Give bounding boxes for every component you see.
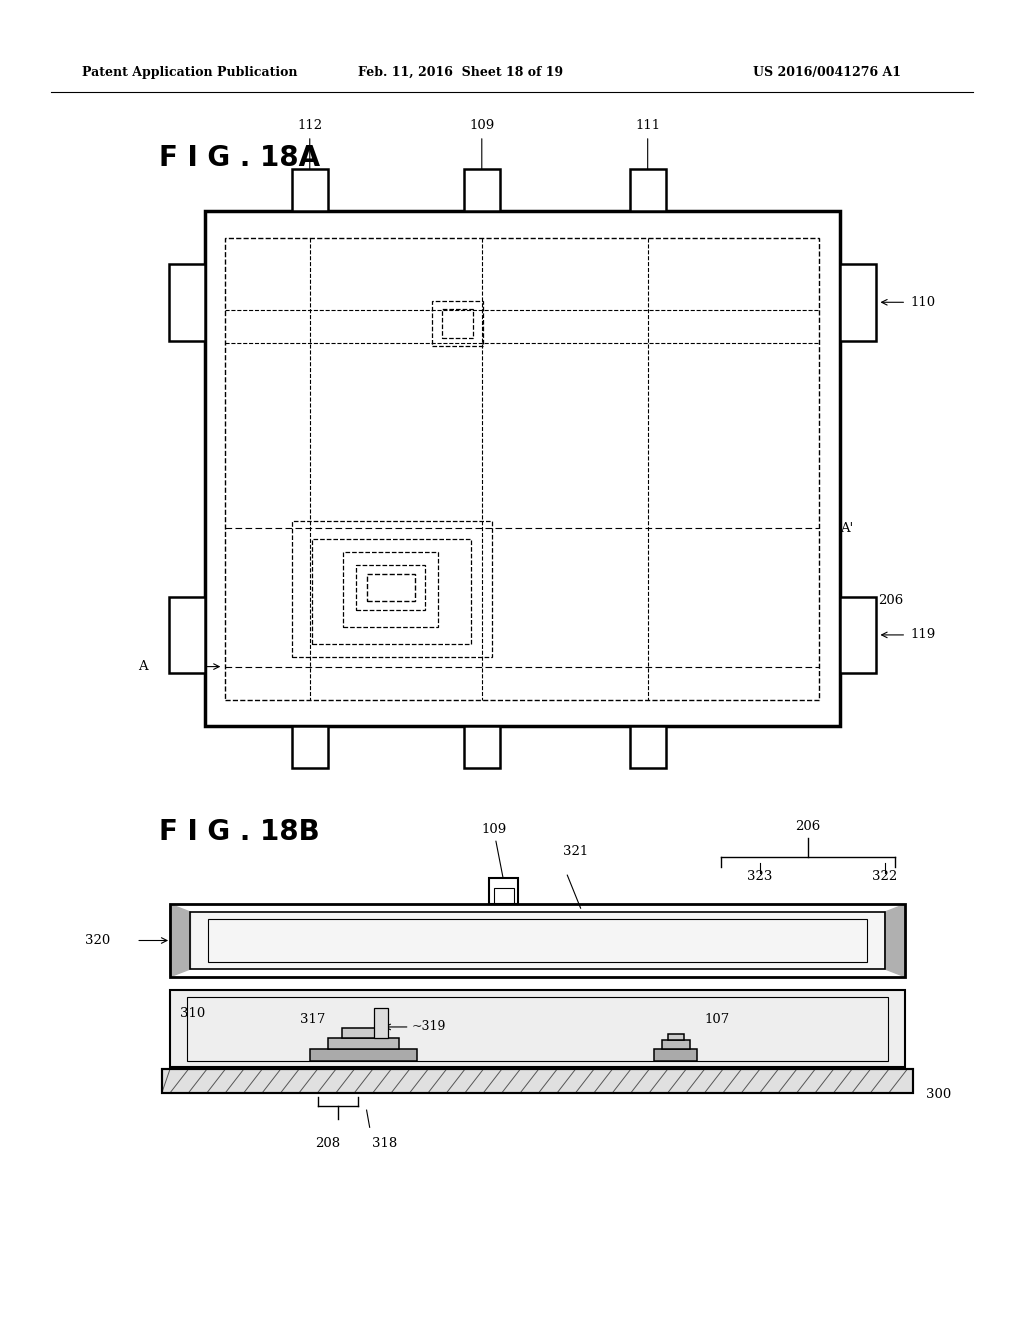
Bar: [342, 1028, 385, 1038]
Bar: [169, 597, 205, 673]
Text: F I G . 18A: F I G . 18A: [159, 144, 319, 173]
Bar: [432, 301, 483, 346]
Bar: [312, 539, 471, 644]
Text: A': A': [840, 521, 853, 535]
Bar: [190, 912, 885, 969]
Bar: [328, 1038, 399, 1049]
Bar: [208, 919, 867, 962]
Bar: [190, 912, 885, 969]
Bar: [630, 169, 666, 211]
Bar: [343, 552, 438, 627]
Text: 110: 110: [910, 296, 936, 309]
Bar: [170, 990, 905, 1067]
Bar: [374, 1008, 388, 1038]
Text: 320: 320: [85, 935, 111, 946]
Bar: [494, 888, 514, 904]
Text: 112: 112: [297, 119, 323, 132]
Bar: [309, 1049, 418, 1061]
Bar: [205, 211, 840, 726]
Text: 109: 109: [481, 822, 506, 879]
Bar: [292, 726, 328, 768]
Bar: [170, 990, 905, 1067]
Polygon shape: [170, 904, 190, 977]
Text: 322: 322: [872, 870, 897, 883]
Bar: [170, 904, 905, 977]
Text: 107: 107: [705, 1012, 730, 1026]
Text: 119: 119: [910, 628, 936, 642]
Bar: [292, 169, 328, 211]
Bar: [464, 169, 500, 211]
Bar: [225, 238, 819, 700]
Text: ~319: ~319: [412, 1020, 446, 1034]
Bar: [489, 878, 518, 904]
Text: Patent Application Publication: Patent Application Publication: [82, 66, 297, 79]
Text: 310: 310: [180, 1007, 206, 1020]
Text: 111: 111: [635, 119, 660, 132]
Bar: [662, 1040, 690, 1049]
Bar: [630, 726, 666, 768]
Bar: [464, 726, 500, 768]
Bar: [668, 1034, 684, 1040]
Bar: [489, 878, 518, 904]
Text: US 2016/0041276 A1: US 2016/0041276 A1: [753, 66, 901, 79]
Bar: [367, 574, 415, 601]
Text: 323: 323: [748, 870, 773, 883]
Bar: [442, 309, 473, 338]
Bar: [356, 565, 425, 610]
Bar: [162, 1069, 913, 1093]
Text: A: A: [138, 660, 147, 673]
Bar: [840, 597, 876, 673]
Text: 317: 317: [300, 1012, 326, 1026]
Polygon shape: [885, 904, 905, 977]
Bar: [840, 264, 876, 341]
Bar: [654, 1049, 697, 1061]
Text: 206: 206: [879, 594, 904, 607]
Text: F I G . 18B: F I G . 18B: [159, 817, 319, 846]
Bar: [187, 997, 888, 1061]
Bar: [292, 521, 492, 657]
Text: 208: 208: [315, 1137, 341, 1150]
Text: 206: 206: [796, 820, 820, 833]
Text: 321: 321: [563, 845, 589, 858]
Text: 300: 300: [926, 1088, 951, 1101]
Text: Feb. 11, 2016  Sheet 18 of 19: Feb. 11, 2016 Sheet 18 of 19: [358, 66, 563, 79]
Text: 318: 318: [372, 1137, 397, 1150]
Bar: [169, 264, 205, 341]
Text: 109: 109: [469, 119, 495, 132]
Bar: [162, 1069, 913, 1093]
